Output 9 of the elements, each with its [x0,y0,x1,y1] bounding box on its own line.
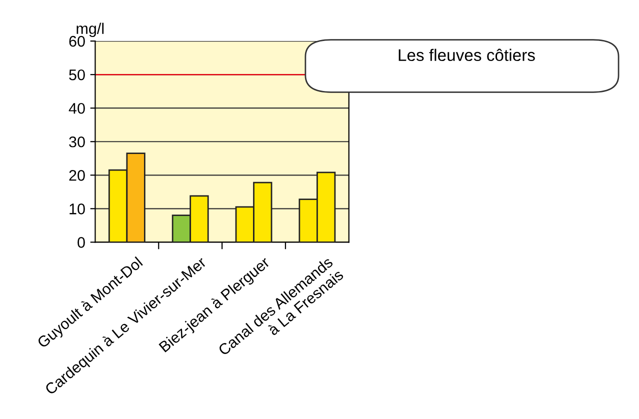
y-tick-label: 60 [69,36,85,47]
y-tick-label: 50 [69,69,85,80]
y-axis-title: mg/l [76,22,104,38]
y-tick-label: 10 [70,204,85,214]
y-tick-label: 40 [68,102,85,114]
y-tick-label: 0 [78,237,85,248]
y-tick-label: 20 [69,170,85,181]
y-tick-label: 30 [69,136,85,148]
text: Les fleuves côtiers [398,48,535,62]
